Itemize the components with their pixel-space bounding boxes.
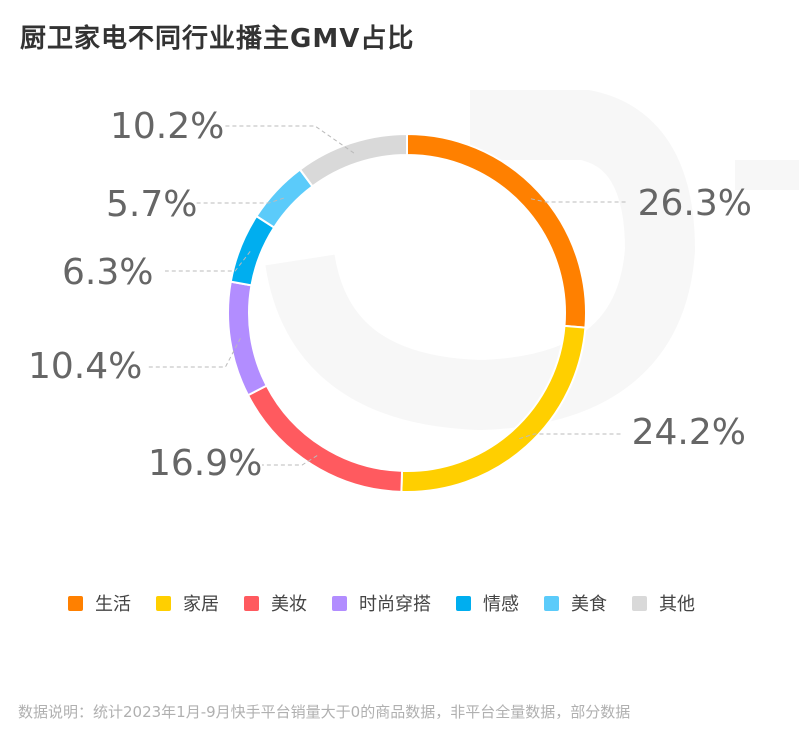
legend-label: 时尚穿搭 [359,594,431,615]
legend-swatch [456,595,471,611]
value-label: 5.7% [106,184,197,225]
slice-生活 [406,132,587,329]
legend-label: 美食 [571,594,607,615]
legend-swatch [156,595,171,611]
donut-slices [227,132,587,493]
legend-item: 家居 [156,590,219,616]
legend-item: 美食 [544,590,607,616]
value-labels: 26.3% 24.2% 16.9% 10.4% 6.3% 5.7% 10.2% [28,106,752,484]
leader-line [146,338,241,368]
leader-line [225,125,355,154]
value-label: 6.3% [62,252,153,293]
slice-美食 [255,168,314,229]
legend-label: 生活 [95,594,131,615]
legend-item: 美妆 [244,590,307,616]
legend-swatch [244,595,259,611]
value-label: 10.4% [28,346,142,387]
leader-line [519,433,622,440]
legend-item: 生活 [68,590,131,616]
legend: 生活 家居 美妆 时尚穿搭 情感 美食 其他 [68,590,720,616]
value-label: 26.3% [638,183,752,224]
donut-chart: 26.3% 24.2% 16.9% 10.4% 6.3% 5.7% 10.2% [28,90,799,493]
leader-line [196,197,284,204]
slice-其他 [298,132,408,188]
legend-item: 时尚穿搭 [332,590,431,616]
watermark [265,90,799,431]
legend-label: 情感 [483,594,519,615]
value-label: 16.9% [148,443,262,484]
legend-label: 美妆 [271,594,307,615]
slice-时尚穿搭 [227,280,269,397]
value-label: 10.2% [110,106,224,147]
value-label: 24.2% [632,412,746,453]
leader-line [530,198,628,203]
data-note: 数据说明：统计2023年1月-9月快手平台销量大于0的商品数据，非平台全量数据，… [18,703,631,721]
legend-swatch [544,595,559,611]
legend-label: 家居 [183,594,219,615]
legend-swatch [68,595,83,611]
leader-line [165,251,251,272]
legend-swatch [632,595,647,611]
leader-lines [146,125,628,466]
legend-item: 情感 [456,590,519,616]
legend-swatch [332,595,347,611]
legend-label: 其他 [659,594,695,615]
legend-item: 其他 [632,590,695,616]
chart-title: 厨卫家电不同行业播主GMV占比 [20,24,415,54]
leader-line [262,455,318,466]
